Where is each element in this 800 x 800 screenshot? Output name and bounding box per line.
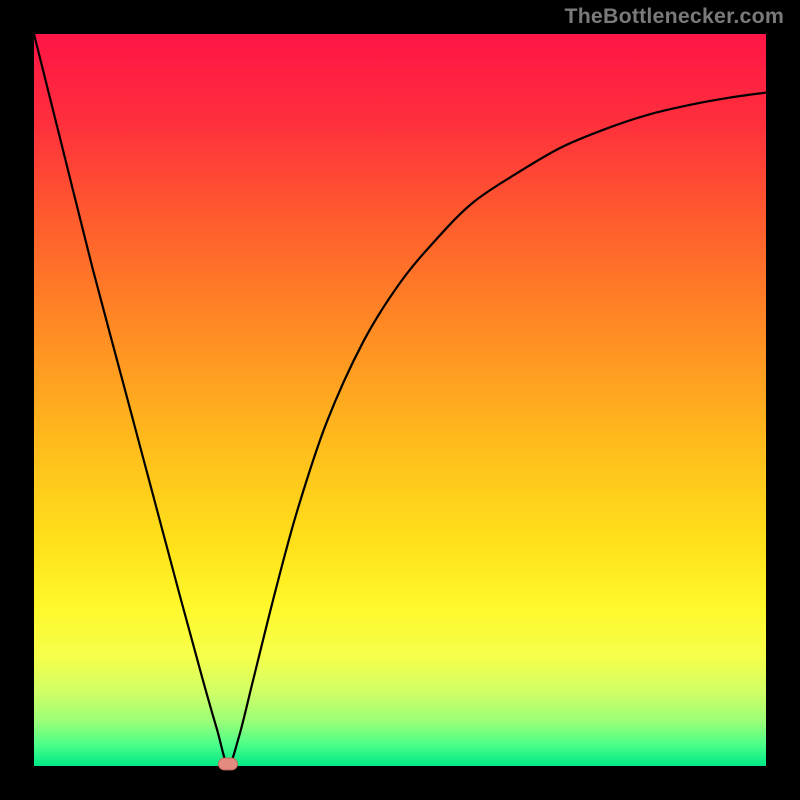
bottleneck-chart (0, 0, 800, 800)
optimum-marker (218, 758, 237, 770)
chart-container: TheBottlenecker.com (0, 0, 800, 800)
plot-background (34, 34, 766, 766)
watermark-text: TheBottlenecker.com (564, 4, 784, 29)
